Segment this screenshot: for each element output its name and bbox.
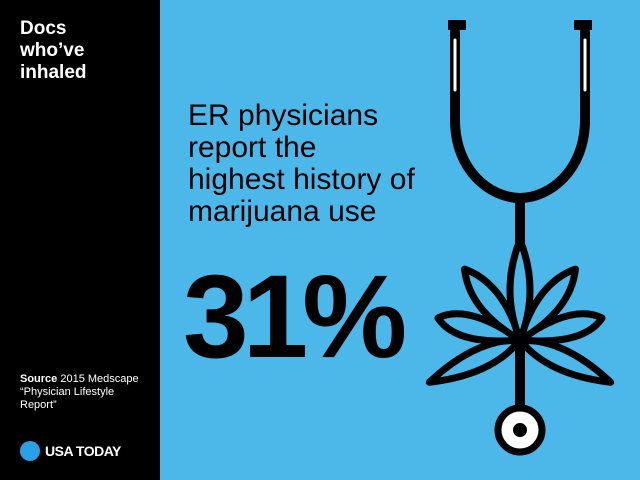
brand-name: USA TODAY <box>45 443 121 459</box>
brand-dot <box>20 441 40 461</box>
source-label: Source <box>20 373 58 385</box>
earpiece <box>448 20 466 30</box>
stat: 31% <box>183 251 407 383</box>
earpiece <box>574 20 592 30</box>
leaf <box>425 236 615 386</box>
source: Source 2015 Medscape “Physician Lifestyl… <box>20 373 145 412</box>
tube-highlight <box>453 38 587 92</box>
source-text: 2015 Medscape “Physician Lifestyle Repor… <box>20 373 139 411</box>
brand-logo: USA TODAY <box>20 440 121 462</box>
chestpiece-center <box>513 423 527 437</box>
headline: ER physicians report the highest history… <box>188 99 415 228</box>
sidebar: Docs who’ve inhaled Source 2015 Medscape… <box>0 0 160 480</box>
tube <box>450 27 590 204</box>
leaflet <box>506 236 534 344</box>
title: Docs who’ve inhaled <box>20 18 87 83</box>
